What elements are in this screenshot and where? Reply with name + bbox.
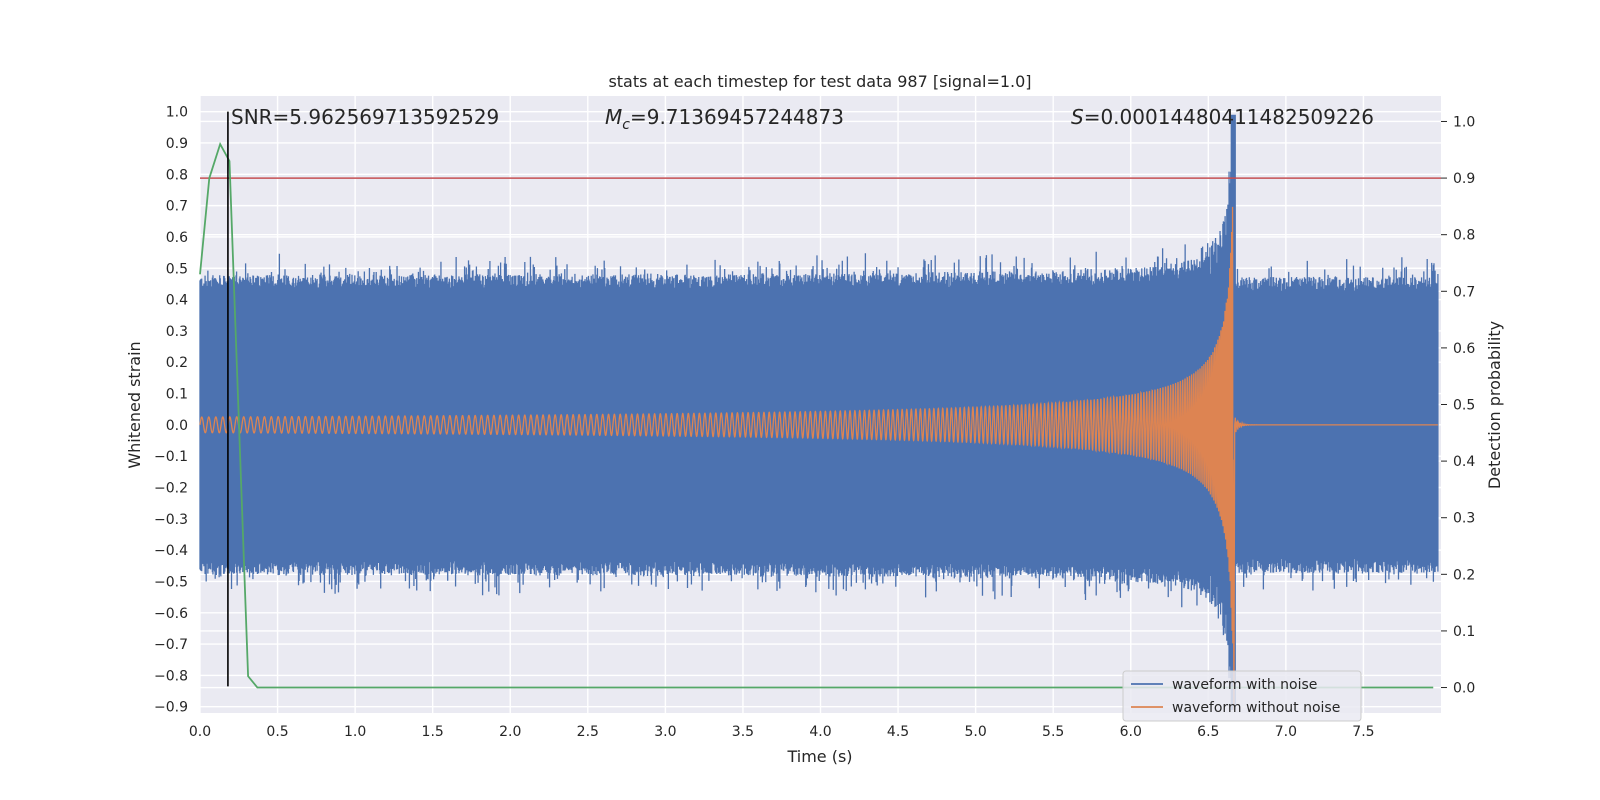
y-tick-label: −0.6 xyxy=(154,606,188,622)
y-tick-label: 0.0 xyxy=(166,418,188,434)
y2-tick-label: 0.0 xyxy=(1453,681,1475,697)
x-tick-label: 7.0 xyxy=(1275,724,1297,740)
y-tick-label: 0.1 xyxy=(166,387,188,403)
x-tick-label: 3.5 xyxy=(732,724,754,740)
x-tick-label: 0.0 xyxy=(189,724,211,740)
y-tick-label: 0.6 xyxy=(166,230,188,246)
x-axis-ticks: 0.0 0.5 1.0 1.5 2.0 2.5 3.0 3.5 4.0 4.5 5.0 5.5 6.0 6… xyxy=(189,724,1375,740)
snr-stat-annotation: S=0.00014480411482509226 xyxy=(1071,105,1374,129)
y-tick-label: −0.9 xyxy=(154,700,188,716)
x-tick-label: 6.5 xyxy=(1197,724,1219,740)
chirp-mass-annotation: Mc=9.71369457244873 xyxy=(605,105,844,133)
y-tick-label: −0.5 xyxy=(154,574,188,590)
x-tick-label: 5.5 xyxy=(1042,724,1064,740)
x-tick-label: 0.5 xyxy=(266,724,288,740)
y2-tick-label: 0.3 xyxy=(1453,511,1475,527)
y2-tick-label: 0.1 xyxy=(1453,624,1475,640)
x-tick-label: 5.0 xyxy=(964,724,986,740)
y-axis-ticks: 1.0 0.9 0.8 0.7 0.6 0.5 0.4 0.3 0.2 0.1 0.0 −0.1 −0.… xyxy=(154,105,188,716)
chirp-mass-value: =9.71369457244873 xyxy=(630,105,844,129)
legend-label-with-noise: waveform with noise xyxy=(1172,677,1317,693)
y2-tick-label: 0.7 xyxy=(1453,284,1475,300)
chirp-mass-subscript: c xyxy=(622,117,630,133)
chart-title: stats at each timestep for test data 987… xyxy=(608,72,1031,91)
y-tick-label: 0.4 xyxy=(166,293,188,309)
y2-tick-label: 1.0 xyxy=(1453,114,1475,130)
chirp-mass-symbol: M xyxy=(605,105,622,129)
y2-axis-ticks: 1.0 0.9 0.8 0.7 0.6 0.5 0.4 0.3 0.2 0.1 0.0 xyxy=(1441,114,1475,697)
series-detection-probability xyxy=(199,141,1434,689)
series-without-noise xyxy=(199,206,1438,710)
y-tick-label: −0.4 xyxy=(154,543,188,559)
x-tick-label: 7.5 xyxy=(1352,724,1374,740)
y2-tick-label: 0.5 xyxy=(1453,398,1475,414)
y-tick-label: −0.8 xyxy=(154,668,188,684)
y2-tick-label: 0.8 xyxy=(1453,228,1475,244)
y-tick-label: 0.2 xyxy=(166,355,188,371)
y-tick-label: 0.7 xyxy=(166,199,188,215)
snr-annotation: SNR=5.962569713592529 xyxy=(231,105,499,129)
x-tick-label: 1.5 xyxy=(422,724,444,740)
y-tick-label: 0.9 xyxy=(166,136,188,152)
y-tick-label: −0.2 xyxy=(154,480,188,496)
stat-symbol: S xyxy=(1071,105,1084,129)
legend-box xyxy=(1122,670,1362,722)
y2-tick-label: 0.9 xyxy=(1453,171,1475,187)
y-tick-label: −0.1 xyxy=(154,449,188,465)
stat-value: =0.00014480411482509226 xyxy=(1084,105,1374,129)
y-tick-label: 1.0 xyxy=(166,105,188,121)
x-tick-label: 2.0 xyxy=(499,724,521,740)
y-tick-label: 0.8 xyxy=(166,167,188,183)
x-tick-label: 6.0 xyxy=(1120,724,1142,740)
y-tick-label: −0.3 xyxy=(154,512,188,528)
series-group xyxy=(199,111,1441,710)
y2-tick-label: 0.6 xyxy=(1453,341,1475,357)
x-axis-label: Time (s) xyxy=(786,747,852,766)
x-tick-label: 2.5 xyxy=(577,724,599,740)
legend-label-without-noise: waveform without noise xyxy=(1172,700,1340,716)
x-tick-label: 3.0 xyxy=(654,724,676,740)
y2-axis-label: Detection probability xyxy=(1485,321,1504,489)
y-tick-label: 0.3 xyxy=(166,324,188,340)
legend: waveform with noise waveform without noi… xyxy=(1122,670,1362,722)
x-tick-label: 4.0 xyxy=(809,724,831,740)
x-tick-label: 1.0 xyxy=(344,724,366,740)
y-tick-label: 0.5 xyxy=(166,261,188,277)
y-tick-label: −0.7 xyxy=(154,637,188,653)
y2-tick-label: 0.2 xyxy=(1453,567,1475,583)
y-axis-label: Whitened strain xyxy=(125,341,144,468)
y2-tick-label: 0.4 xyxy=(1453,454,1475,470)
x-tick-label: 4.5 xyxy=(887,724,909,740)
